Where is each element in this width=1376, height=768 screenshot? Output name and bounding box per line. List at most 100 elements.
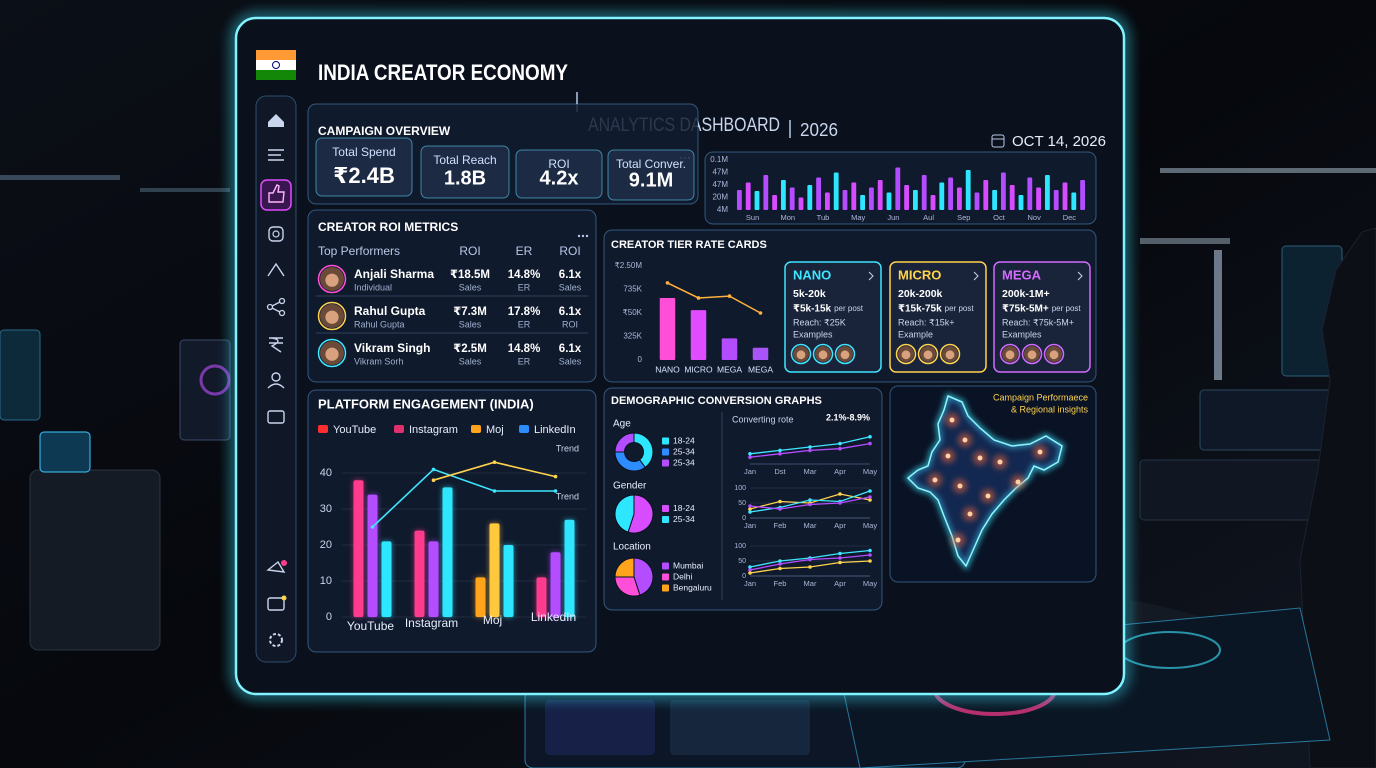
tablet-widget [545,700,655,755]
bar [868,187,874,210]
avatar-ring [1021,343,1043,365]
legend-swatch [471,425,481,433]
avatar-ring [790,343,812,365]
instagram-icon[interactable] [268,226,284,242]
bar [956,187,962,210]
legend-label: Moj [486,424,504,436]
kpi-label: ROI [548,157,569,171]
avatar-face [818,350,828,360]
bar [1036,187,1042,210]
share-icon[interactable] [266,297,286,317]
user-icon[interactable] [267,372,285,389]
chat-icon[interactable] [267,410,285,424]
bar [381,541,392,617]
trend-line-point [492,460,497,465]
trend-label: Trend [556,491,579,501]
tier-card [993,261,1091,373]
tier-range: 200k-1M+ [1002,288,1050,300]
kpi-label: Total Spend [332,145,395,159]
y-axis-label: 735K [623,285,642,294]
tier-reach: Reach: ₹25K [793,317,846,327]
tablet-widget [670,700,810,755]
line-point [838,501,842,505]
bar [860,195,866,210]
line-point [868,559,872,563]
ceiling-light [140,188,230,192]
trend-line-point [727,294,732,298]
notify-icon[interactable] [266,560,286,573]
y-tick-label: 0 [326,611,332,623]
avatar-face [1049,350,1059,360]
metric-value: 6.1x [559,269,582,281]
pie-slice [614,576,641,597]
bar [1080,180,1086,210]
metric-value: ₹2.5M [453,343,487,355]
home-icon[interactable] [268,114,284,127]
bar [772,195,778,210]
line-point [748,507,752,511]
bar [475,577,486,617]
y-tick-label: 40 [320,467,332,479]
city-dot [962,437,968,443]
legend-swatch [519,425,529,433]
avatar-ring [1043,343,1065,365]
line-point [838,551,842,556]
x-axis-label: Tub [817,213,830,222]
x-tick-label: MICRO [684,364,713,374]
roi-panel [307,209,597,383]
line-point [868,489,872,493]
x-axis-label: Sun [746,213,759,222]
bar [798,197,804,210]
menu-icon[interactable] [268,149,284,161]
avatar-face [840,350,850,360]
date: OCT 14, 2026 [1012,133,1106,150]
table-header: Top Performers [318,244,400,258]
legend-swatch [662,437,669,445]
x-tick-label: May [863,579,877,588]
light-pillar [1214,250,1222,380]
bar [1027,177,1033,210]
pie-title: Age [613,419,631,430]
active-nav[interactable] [260,179,292,211]
metric-value: 17.8% [508,306,541,318]
bar [659,297,676,360]
avatar-ring [917,343,939,365]
creator-name: Vikram Singh [354,341,430,355]
avatar-ring [812,343,834,365]
line-point [748,568,752,572]
line-point [748,452,752,456]
tier-card [784,261,882,373]
map-caption: & Regional insights [1011,404,1089,414]
y-axis-label: 47M [712,180,728,189]
x-tick-label: Moj [483,613,502,627]
bar [983,180,989,210]
network-icon[interactable] [267,262,285,277]
tier-card [889,261,987,373]
ceiling-light [1140,238,1230,244]
legend-label: 25-34 [673,457,695,467]
line-point [838,446,842,451]
bar [930,195,936,210]
bar [833,172,839,210]
bar [367,494,378,617]
kpi-value: ₹2.4B [333,163,395,188]
line-point [808,557,812,562]
x-tick-label: Feb [774,521,787,530]
line-point [778,499,782,504]
x-tick-label: LinkedIn [531,610,576,624]
bar [912,190,918,210]
settings-icon[interactable] [269,633,283,647]
avatar-ring [895,343,917,365]
creator-type: Rahul Gupta [354,319,405,329]
line-point [838,556,842,560]
x-axis-label: Aul [923,213,934,222]
message-icon[interactable] [267,597,285,611]
bar [536,577,547,617]
line-point [808,445,812,449]
line-point [838,492,842,496]
rupee-icon[interactable] [269,337,283,353]
bar [353,480,364,617]
x-tick-label: Mar [804,467,817,476]
city-dot [957,483,963,489]
line-point [778,452,782,456]
